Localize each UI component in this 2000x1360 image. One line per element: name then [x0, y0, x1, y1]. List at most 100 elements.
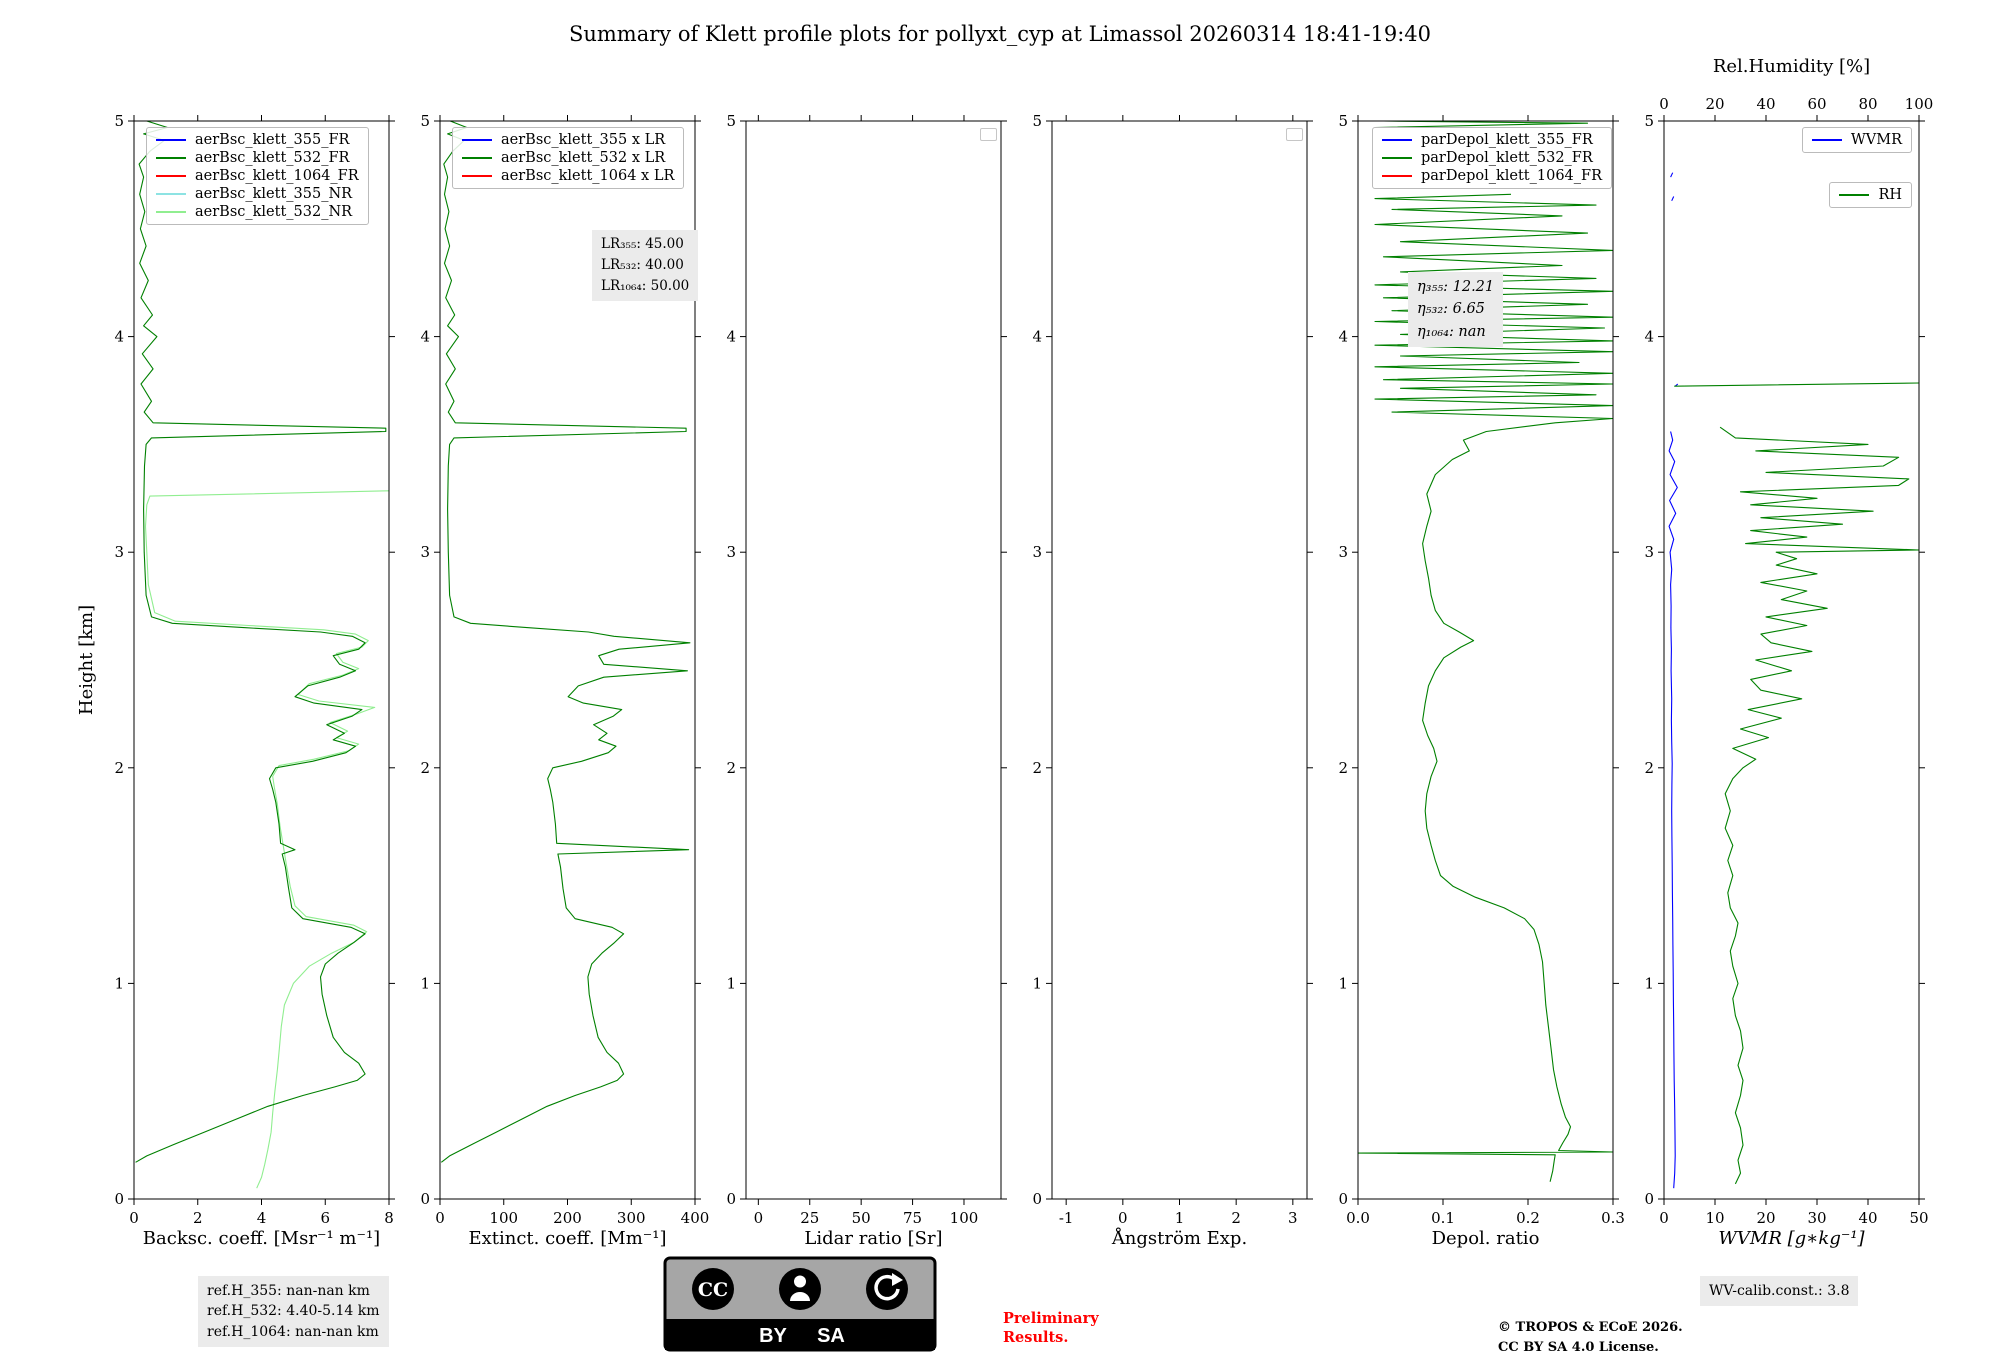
- svg-text:0.2: 0.2: [1516, 1209, 1540, 1227]
- svg-text:3: 3: [1644, 543, 1654, 561]
- svg-text:5: 5: [726, 112, 736, 130]
- series-aerBsc_klett_532_NR: [144, 490, 390, 1189]
- x-axis-label-backscatter: Backsc. coeff. [Msr⁻¹ m⁻¹]: [142, 1228, 381, 1249]
- svg-text:0.0: 0.0: [1346, 1209, 1370, 1227]
- legend-entry: WVMR: [1811, 132, 1902, 148]
- legend-entry: RH: [1839, 187, 1902, 203]
- svg-text:3: 3: [1338, 543, 1348, 561]
- legend-entry: aerBsc_klett_355_FR: [156, 132, 359, 148]
- svg-text:3: 3: [726, 543, 736, 561]
- legend-extinction: aerBsc_klett_355 x LR aerBsc_klett_532 x …: [452, 127, 685, 189]
- legend-line-sample: [156, 157, 186, 159]
- badge-sa-text: SA: [817, 1325, 845, 1347]
- legend-line-sample: [156, 175, 186, 177]
- legend-line-sample: [1839, 194, 1870, 196]
- cc-icon-text: CC: [698, 1279, 728, 1301]
- svg-text:0: 0: [1659, 1209, 1669, 1227]
- svg-text:50: 50: [1909, 1209, 1928, 1227]
- svg-text:0: 0: [1659, 95, 1669, 113]
- eta-532-value: η₅₃₂: 6.65: [1417, 301, 1485, 318]
- series-WVMR: [1668, 172, 1679, 1189]
- svg-text:8: 8: [384, 1209, 394, 1227]
- panel-angstroem: -1 0 1 2 3 0 1 2 3 4 5: [1032, 112, 1313, 1227]
- legend-line-sample: [156, 193, 186, 195]
- svg-text:10: 10: [1705, 1209, 1724, 1227]
- legend-label: aerBsc_klett_532_NR: [195, 204, 353, 220]
- legend-depol: parDepol_klett_355_FR parDepol_klett_532_…: [1372, 127, 1613, 189]
- top-axis-label: Rel.Humidity [%]: [1712, 56, 1871, 77]
- legend-label: aerBsc_klett_532 x LR: [501, 150, 666, 166]
- svg-text:4: 4: [1032, 328, 1042, 346]
- badge-by-text: BY: [759, 1325, 787, 1347]
- by-person-icon: [779, 1268, 821, 1310]
- legend-label: parDepol_klett_532_FR: [1421, 150, 1593, 166]
- svg-text:0: 0: [1032, 1190, 1042, 1208]
- svg-text:0: 0: [435, 1209, 445, 1227]
- preliminary-results-note: Preliminary Results.: [1003, 1310, 1099, 1348]
- svg-text:0: 0: [1644, 1190, 1654, 1208]
- svg-text:4: 4: [114, 328, 124, 346]
- svg-text:4: 4: [1338, 328, 1348, 346]
- legend-entry: aerBsc_klett_532_NR: [156, 204, 359, 220]
- svg-text:40: 40: [1858, 1209, 1877, 1227]
- legend-line-sample: [1811, 139, 1842, 141]
- legend-label: aerBsc_klett_355 x LR: [501, 132, 666, 148]
- sa-arrow-head: [892, 1273, 903, 1286]
- panel-backscatter: 0 2 4 6 8 0 1 2 3 4 5: [114, 112, 395, 1227]
- lidar-ratio-annotation: LR₃₅₅: 45.00 LR₅₃₂: 40.00 LR₁₀₆₄: 50.00: [592, 230, 699, 301]
- svg-text:2: 2: [1644, 759, 1654, 777]
- svg-text:1: 1: [1644, 974, 1654, 992]
- legend-line-sample: [1382, 139, 1412, 141]
- legend-entry: aerBsc_klett_1064 x LR: [462, 168, 674, 184]
- svg-text:3: 3: [1032, 543, 1042, 561]
- svg-text:4: 4: [1644, 328, 1654, 346]
- svg-text:0: 0: [114, 1190, 124, 1208]
- svg-text:0: 0: [420, 1190, 430, 1208]
- svg-text:0: 0: [129, 1209, 139, 1227]
- x-axis-label-extinction: Extinct. coeff. [Mm⁻¹]: [468, 1228, 667, 1249]
- legend-label: aerBsc_klett_1064 x LR: [501, 168, 675, 184]
- svg-text:5: 5: [114, 112, 124, 130]
- ref-h-1064: ref.H_1064: nan-nan km: [207, 1323, 379, 1340]
- legend-label: WVMR: [1850, 132, 1902, 148]
- svg-text:3: 3: [1288, 1209, 1298, 1227]
- svg-text:1: 1: [1032, 974, 1042, 992]
- person-head: [794, 1275, 806, 1288]
- legend-line-sample: [462, 157, 492, 159]
- legend-entry: aerBsc_klett_355 x LR: [462, 132, 674, 148]
- lr-532-value: LR₅₃₂: 40.00: [601, 256, 684, 273]
- svg-text:100: 100: [950, 1209, 979, 1227]
- svg-text:4: 4: [257, 1209, 267, 1227]
- x-axis-label-depol: Depol. ratio: [1431, 1228, 1540, 1249]
- person-body: [790, 1292, 810, 1301]
- svg-text:0.1: 0.1: [1431, 1209, 1455, 1227]
- svg-text:0.3: 0.3: [1601, 1209, 1625, 1227]
- legend-label: aerBsc_klett_532_FR: [195, 150, 350, 166]
- svg-text:3: 3: [114, 543, 124, 561]
- legend-empty-angstroem: [1286, 128, 1303, 141]
- series-RH: [1674, 382, 1920, 1185]
- svg-text:4: 4: [420, 328, 430, 346]
- legend-line-sample: [1382, 175, 1412, 177]
- panel-wvmr: 0 10 20 30 40 50 0 20 40 60 80 100 0 1 2 3 4 5: [1644, 95, 1933, 1227]
- copyright-note: © TROPOS & ECoE 2026. CC BY SA 4.0 Licen…: [1498, 1318, 1683, 1357]
- copyright-line-2: CC BY SA 4.0 License.: [1498, 1339, 1659, 1355]
- svg-text:5: 5: [1338, 112, 1348, 130]
- legend-line-sample: [156, 211, 186, 213]
- svg-text:1: 1: [1175, 1209, 1185, 1227]
- eta-355-value: η₃₅₅: 12.21: [1417, 279, 1495, 295]
- svg-text:3: 3: [420, 543, 430, 561]
- wv-calibration-constant: WV-calib.const.: 3.8: [1700, 1276, 1859, 1307]
- svg-text:2: 2: [114, 759, 124, 777]
- legend-label: aerBsc_klett_355_NR: [195, 186, 353, 202]
- legend-rh: RH: [1829, 182, 1912, 208]
- legend-label: parDepol_klett_1064_FR: [1421, 168, 1603, 184]
- svg-text:4: 4: [726, 328, 736, 346]
- svg-text:100: 100: [489, 1209, 518, 1227]
- legend-line-sample: [1382, 157, 1412, 159]
- svg-text:0: 0: [1338, 1190, 1348, 1208]
- svg-text:2: 2: [1338, 759, 1348, 777]
- series-parDepol_klett_532_FR: [1357, 120, 1614, 1182]
